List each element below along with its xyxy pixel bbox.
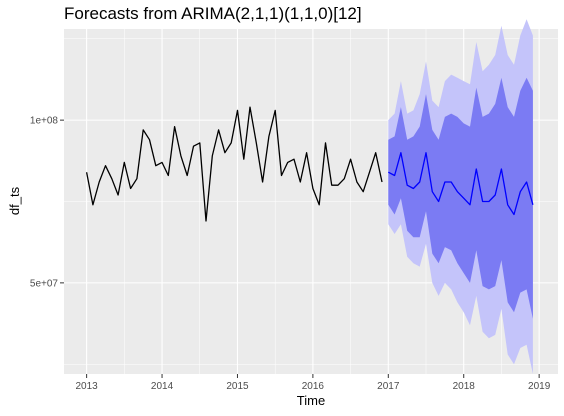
- x-axis-title: Time: [297, 393, 325, 408]
- axis-ticks: 2013 2014 2015 2016 2017 2018 2019 5e+07 1e+08: [30, 116, 551, 392]
- x-tick-label: 2019: [528, 381, 551, 392]
- chart-title: Forecasts from ARIMA(2,1,1)(1,1,0)[12]: [64, 4, 362, 23]
- y-tick-label: 1e+08: [30, 116, 59, 127]
- x-tick-label: 2017: [377, 381, 400, 392]
- forecast-line: [387, 152, 534, 216]
- y-axis-title: df_ts: [7, 186, 22, 215]
- x-tick-label: 2016: [302, 381, 325, 392]
- x-tick-label: 2014: [151, 381, 174, 392]
- x-tick-label: 2013: [76, 381, 99, 392]
- band-80-layer: [388, 77, 533, 319]
- y-tick-label: 5e+07: [30, 278, 59, 289]
- history-line: [85, 106, 383, 222]
- x-tick-label: 2018: [453, 381, 476, 392]
- prediction-interval-80: [388, 77, 533, 319]
- history-layer: [85, 106, 383, 222]
- x-tick-label: 2015: [226, 381, 249, 392]
- forecast-layer: [387, 152, 534, 216]
